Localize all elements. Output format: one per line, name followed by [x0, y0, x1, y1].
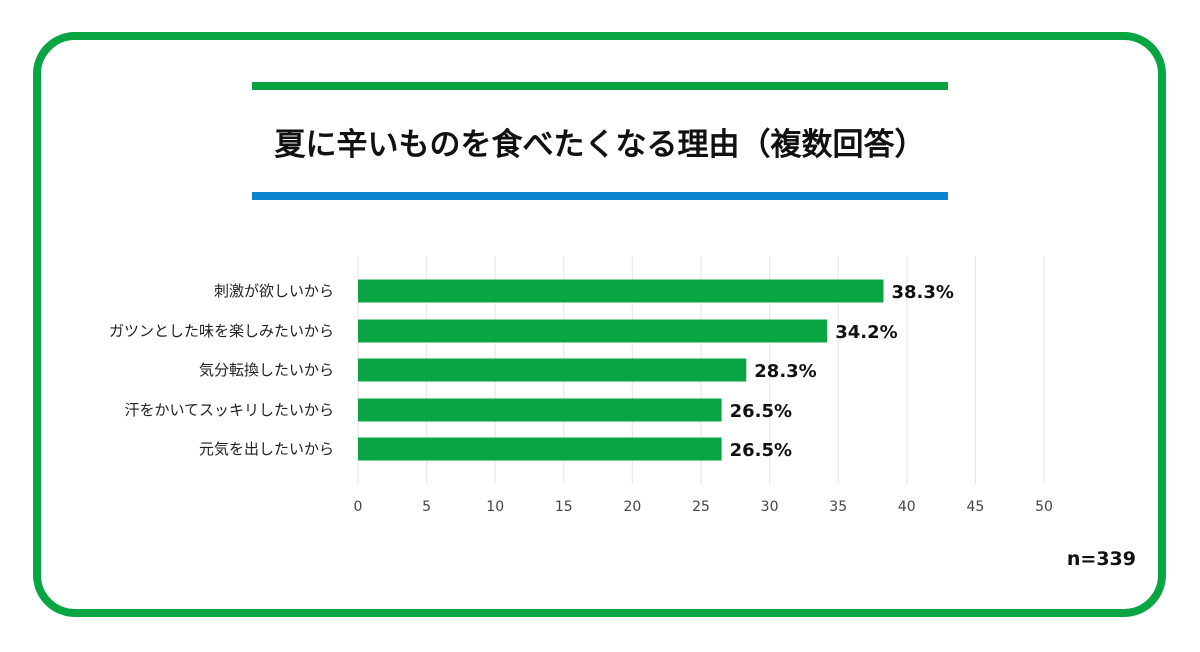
bar-1	[358, 279, 884, 303]
category-label-4: 汗をかいてスッキリしたいから	[124, 401, 334, 419]
sample-size-label: n=339	[1066, 548, 1136, 570]
title-rule-bottom	[252, 192, 948, 200]
category-label-1: 刺激が欲しいから	[214, 282, 334, 300]
x-tick-label-10: 10	[486, 499, 504, 515]
value-label-5: 26.5%	[730, 440, 792, 461]
bar-4	[358, 398, 722, 422]
value-label-1: 38.3%	[891, 282, 953, 303]
category-label-2: ガツンとした味を楽しみたいから	[109, 322, 334, 340]
x-tick-label-30: 30	[761, 499, 779, 515]
chart-title: 夏に辛いものを食べたくなる理由（複数回答）	[274, 127, 926, 163]
value-label-4: 26.5%	[730, 401, 792, 422]
card-frame	[33, 32, 1166, 617]
x-tick-label-0: 0	[354, 499, 363, 515]
bar-5	[358, 437, 722, 461]
title-rule-top	[252, 82, 948, 90]
x-tick-label-50: 50	[1035, 499, 1053, 515]
value-label-3: 28.3%	[754, 361, 816, 382]
value-label-2: 34.2%	[835, 322, 897, 343]
x-tick-label-5: 5	[422, 499, 431, 515]
x-tick-label-25: 25	[692, 499, 710, 515]
x-tick-label-35: 35	[829, 499, 847, 515]
bar-2	[358, 319, 828, 343]
x-tick-label-20: 20	[623, 499, 641, 515]
category-label-3: 気分転換したいから	[199, 361, 334, 379]
category-label-5: 元気を出したいから	[199, 440, 334, 458]
x-tick-label-45: 45	[966, 499, 984, 515]
x-tick-label-15: 15	[555, 499, 573, 515]
bar-3	[358, 358, 747, 382]
x-tick-label-40: 40	[898, 499, 916, 515]
